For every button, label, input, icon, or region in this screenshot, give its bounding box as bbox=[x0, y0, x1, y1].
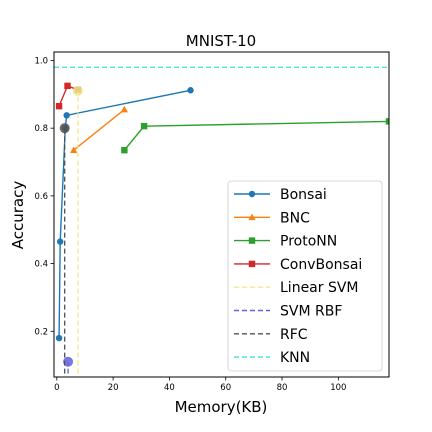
convbonsai-point bbox=[64, 82, 71, 90]
legend-marker-protonn bbox=[248, 237, 256, 244]
legend-marker-bonsai bbox=[248, 190, 256, 198]
convbonsai-point bbox=[55, 102, 63, 110]
linear-svm-series bbox=[72, 85, 83, 374]
bnc-point bbox=[120, 105, 128, 113]
y-tick-label: 1.0 bbox=[34, 56, 48, 66]
plot-area bbox=[54, 66, 389, 374]
protonn-point bbox=[121, 146, 128, 154]
legend-marker-convbonsai bbox=[248, 260, 256, 268]
protonn-series bbox=[121, 118, 389, 154]
x-tick-label: 0 bbox=[54, 383, 59, 393]
bnc-line bbox=[73, 109, 125, 151]
y-axis-title: Accuracy bbox=[9, 181, 27, 250]
y-tick-label: 0.2 bbox=[34, 327, 48, 337]
x-tick-label: 60 bbox=[220, 383, 231, 393]
x-tick-label: 100 bbox=[330, 383, 346, 393]
legend-label-bonsai: Bonsai bbox=[280, 187, 327, 203]
legend-label-svm-rbf: SVM RBF bbox=[280, 304, 342, 320]
protonn-point bbox=[140, 122, 148, 130]
legend-box bbox=[227, 180, 383, 372]
legend-label-linear-svm: Linear SVM bbox=[280, 280, 359, 296]
x-tick-label: 80 bbox=[277, 383, 288, 393]
bnc-point bbox=[70, 146, 78, 153]
y-tick-label: 0.6 bbox=[34, 192, 48, 202]
linear-svm-point bbox=[72, 85, 83, 96]
svm-rbf-point bbox=[63, 356, 74, 367]
legend-label-protonn: ProtoNN bbox=[280, 234, 337, 250]
legend-label-bnc: BNC bbox=[280, 210, 310, 226]
x-tick-label: 40 bbox=[164, 383, 175, 393]
bonsai-point bbox=[63, 112, 70, 119]
chart-title: MNIST-10 bbox=[186, 32, 256, 50]
bonsai-point bbox=[55, 334, 63, 342]
x-axis-title: Memory(KB) bbox=[175, 398, 268, 416]
legend-label-convbonsai: ConvBonsai bbox=[280, 257, 362, 273]
bonsai-point bbox=[56, 238, 64, 245]
rfc-point bbox=[59, 123, 70, 134]
y-tick-label: 0.8 bbox=[34, 124, 48, 134]
y-tick-label: 0.4 bbox=[34, 260, 48, 270]
legend-marker-bnc bbox=[248, 213, 256, 221]
legend-label-knn: KNN bbox=[280, 350, 310, 366]
x-tick-label: 20 bbox=[108, 383, 119, 393]
legend-label-rfc: RFC bbox=[280, 327, 308, 343]
svm-rbf-series bbox=[63, 356, 74, 374]
bonsai-point bbox=[187, 87, 194, 94]
protonn-point bbox=[385, 118, 389, 125]
axis-ticks: 0 20 40 60 80 100 0.2 0.4 0.6 0.8 1.0 bbox=[34, 56, 346, 393]
bnc-series bbox=[70, 105, 128, 153]
legend: Bonsai BNC ProtoNN ConvBonsai Linear SVM SVM … bbox=[227, 180, 383, 372]
rfc-series bbox=[59, 123, 70, 374]
plot-frame bbox=[53, 51, 390, 378]
